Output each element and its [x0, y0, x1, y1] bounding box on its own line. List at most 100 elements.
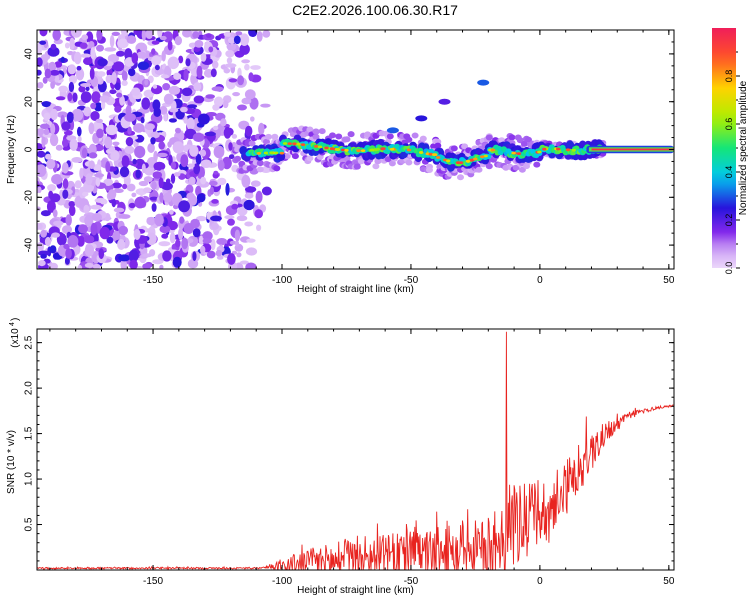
noise-blob	[244, 63, 250, 71]
noise-blob	[210, 215, 222, 222]
band-halo	[525, 136, 532, 143]
y-tick-label: 20	[24, 96, 35, 108]
noise-blob	[39, 242, 44, 250]
noise-blob	[89, 67, 95, 80]
noise-blob	[37, 57, 43, 67]
band-hot-spot	[480, 155, 485, 159]
band-halo	[248, 140, 256, 147]
noise-blob	[78, 85, 86, 93]
noise-blob	[47, 184, 57, 192]
noise-blob	[244, 89, 256, 100]
noise-blob	[181, 237, 189, 250]
noise-blob	[84, 262, 94, 268]
band-halo	[347, 131, 355, 138]
noise-blob	[46, 158, 56, 170]
noise-blob	[193, 163, 201, 175]
y-scale-suffix: )	[10, 318, 21, 321]
noise-blob	[146, 216, 156, 226]
noise-blob	[224, 215, 235, 220]
noise-blob	[227, 218, 235, 226]
noise-blob	[131, 192, 137, 198]
noise-blob	[159, 264, 164, 269]
noise-blob	[135, 169, 141, 179]
noise-blob	[260, 103, 271, 108]
colorbar-tick-label: 0.8	[724, 70, 734, 83]
band-hot-spot	[274, 151, 279, 155]
noise-blob	[54, 61, 63, 68]
noise-blob	[118, 214, 131, 219]
noise-blob	[116, 50, 125, 57]
noise-blob	[77, 264, 83, 269]
noise-blob	[83, 235, 95, 244]
noise-blob	[199, 149, 207, 157]
noise-blob	[160, 74, 169, 79]
noise-blob	[49, 262, 58, 269]
noise-blob	[61, 138, 69, 148]
noise-blob	[159, 105, 168, 115]
noise-blob	[141, 97, 151, 110]
x-tick-label: 50	[663, 576, 675, 587]
noise-blob	[67, 64, 77, 75]
x-tick-label: -50	[404, 576, 419, 587]
noise-blob	[187, 163, 195, 168]
band-hot-spot	[483, 154, 488, 158]
y-tick-label: -20	[24, 190, 35, 205]
noise-blob	[192, 228, 201, 238]
noise-blob	[77, 126, 82, 137]
noise-blob	[180, 106, 188, 113]
noise-blob	[77, 235, 85, 247]
noise-blob	[136, 51, 147, 59]
noise-blob	[61, 121, 71, 131]
band-halo	[312, 133, 320, 140]
noise-blob	[95, 177, 101, 187]
noise-blob	[152, 84, 158, 89]
noise-blob	[146, 232, 157, 246]
noise-blob	[62, 225, 72, 235]
band-hot-spot	[263, 151, 269, 155]
noise-blob	[104, 47, 117, 52]
noise-blob	[226, 57, 233, 64]
noise-blob	[40, 229, 47, 238]
isolated-spot	[386, 127, 399, 134]
noise-blob	[245, 262, 257, 269]
noise-blob	[72, 92, 78, 103]
noise-blob	[44, 236, 52, 247]
noise-blob	[96, 128, 104, 139]
snr-chart: -150 -100 -50 0 50 0.5 1.0 1.5 2.0 2.5 Height of s…	[6, 318, 675, 596]
band-halo	[318, 128, 326, 135]
noise-blob	[153, 107, 161, 117]
band-hot-spot	[360, 149, 366, 152]
colorbar-tick-label: 0.2	[724, 214, 734, 227]
band-hot-spot	[511, 151, 516, 155]
noise-blob	[66, 111, 74, 124]
band-halo	[419, 135, 427, 142]
noise-blob	[200, 159, 212, 168]
noise-blob	[114, 105, 122, 113]
band-halo	[520, 140, 528, 147]
band-hot-spot	[428, 152, 433, 156]
noise-blob	[174, 36, 182, 46]
noise-blob	[69, 138, 78, 151]
noise-blob	[88, 122, 95, 135]
noise-blob	[71, 108, 84, 122]
noise-blob	[213, 170, 219, 175]
noise-blob	[81, 147, 88, 159]
noise-blob	[69, 37, 75, 50]
noise-blob	[173, 172, 181, 177]
noise-blob	[117, 38, 129, 49]
noise-blob	[67, 92, 73, 102]
noise-blob	[96, 30, 103, 41]
noise-blob	[84, 214, 94, 227]
noise-blob	[248, 72, 254, 82]
noise-blob	[235, 31, 243, 36]
noise-blob	[85, 173, 93, 186]
noise-blob	[131, 52, 139, 64]
noise-blob	[67, 235, 79, 248]
band-halo	[405, 159, 413, 166]
band-halo	[273, 165, 281, 172]
noise-blob	[224, 63, 237, 68]
noise-blob	[241, 59, 251, 64]
noise-blob	[56, 111, 68, 118]
noise-blob	[39, 40, 47, 45]
noise-blob	[180, 154, 189, 168]
